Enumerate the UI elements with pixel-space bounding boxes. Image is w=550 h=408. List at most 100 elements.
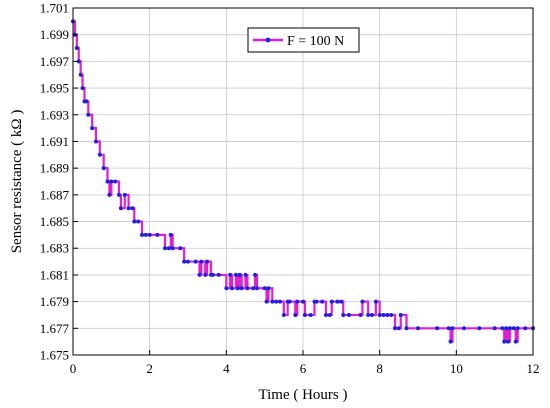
data-point [230,286,235,291]
data-point [166,246,171,251]
data-point [308,312,313,317]
data-point [450,326,455,331]
data-point [329,299,334,304]
data-point [347,312,351,317]
x-tick-labels: 0 2 4 6 8 10 12 [70,361,540,376]
data-point [97,152,102,157]
data-point [132,219,137,224]
data-point [105,179,110,184]
data-point [90,126,95,131]
data-point [84,99,89,104]
data-point [237,272,242,277]
data-point [281,312,286,317]
data-point [398,312,403,317]
data-point [205,259,210,264]
data-point [358,312,363,317]
data-point [301,299,305,304]
y-tick-label: 1.679 [40,294,69,309]
data-point [107,192,112,197]
data-point [163,246,167,251]
data-point [278,299,282,304]
y-tick-label: 1.701 [40,1,69,16]
y-tick-label: 1.683 [40,241,69,256]
data-point [377,312,382,317]
data-point [506,339,511,344]
x-tick-label: 8 [376,361,383,376]
data-point [393,326,397,331]
data-point [492,326,497,331]
data-point [86,112,91,117]
data-point [462,326,466,331]
y-tick-label: 1.685 [40,214,69,229]
data-point [186,259,190,264]
y-tick-label: 1.691 [40,134,69,149]
data-point [523,326,528,331]
y-tick-label: 1.693 [40,107,69,122]
data-point [389,312,394,317]
data-point [448,339,453,344]
x-tick-label: 12 [527,361,540,376]
data-point [170,246,175,251]
data-point [404,326,409,331]
data-point [515,326,520,331]
data-point [140,232,144,237]
y-axis-label: Sensor resistance ( kΩ ) [9,110,25,254]
x-axis-label: Time ( Hours ) [258,387,347,403]
data-point [143,232,148,237]
data-point [314,299,319,304]
data-point [117,192,121,197]
data-point [199,259,204,264]
data-point [80,86,85,91]
data-point [203,272,208,277]
x-tick-label: 4 [223,361,230,376]
data-point [396,326,401,331]
y-tick-label: 1.675 [40,348,69,363]
data-point [287,299,292,304]
data-point [113,179,118,184]
data-point [295,299,300,304]
data-point [147,232,152,237]
data-point [502,339,507,344]
data-point [435,326,440,331]
data-point [508,326,512,331]
data-point [360,299,365,304]
data-point [302,312,307,317]
data-point [511,326,516,331]
y-tick-label: 1.677 [40,321,70,336]
data-point [366,312,371,317]
data-point [477,326,482,331]
x-tick-label: 0 [70,361,77,376]
data-point [416,326,420,331]
data-point [193,259,198,264]
data-point [370,312,374,317]
data-point [293,312,298,317]
data-point [122,192,127,197]
y-tick-label: 1.687 [40,187,70,202]
data-point [266,286,271,291]
data-point [339,299,344,304]
legend: F = 100 N [247,27,360,53]
x-tick-label: 2 [146,361,153,376]
data-point [255,286,259,291]
data-point [197,272,202,277]
data-point [78,72,83,77]
y-tick-label: 1.699 [40,27,69,42]
data-point [182,259,187,264]
data-point [504,326,509,331]
x-tick-label: 6 [300,361,307,376]
y-tick-label: 1.689 [40,161,69,176]
data-point [216,272,221,277]
data-point [233,272,238,277]
data-point [94,139,98,144]
data-point [126,206,131,211]
data-point [245,286,250,291]
legend-entry-label: F = 100 N [287,34,344,49]
data-point [224,286,229,291]
data-point [341,312,346,317]
data-point [320,299,325,304]
data-point [239,286,244,291]
data-point [228,272,233,277]
data-point [101,166,106,171]
data-point [274,299,279,304]
